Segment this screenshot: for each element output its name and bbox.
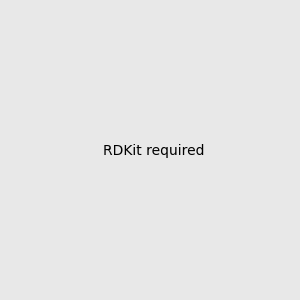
- Text: RDKit required: RDKit required: [103, 145, 205, 158]
